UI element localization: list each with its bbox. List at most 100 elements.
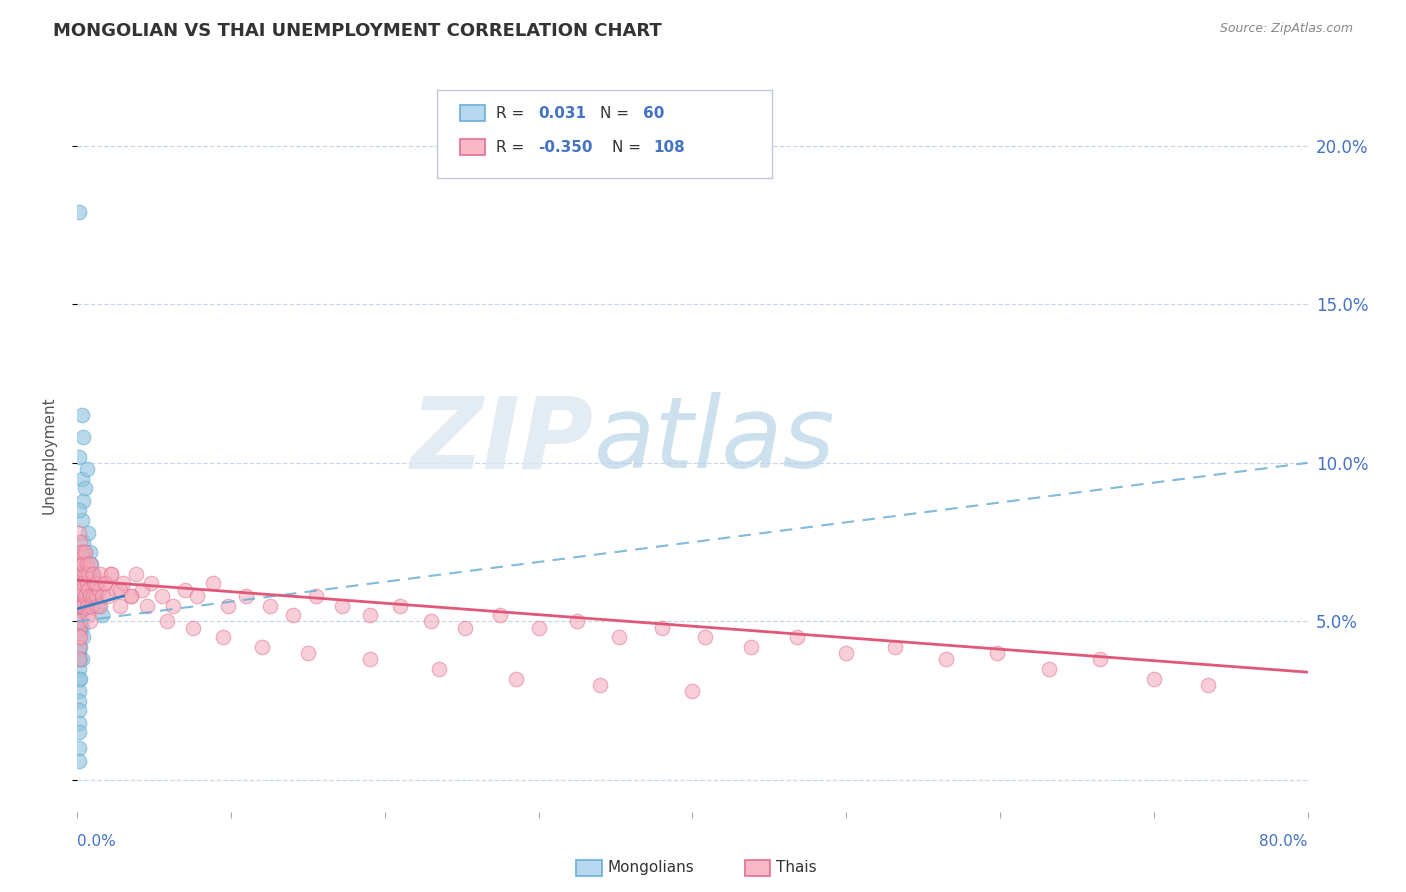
Point [69, 599, 91, 613]
Point [73, 544, 96, 558]
Point [67, 608, 90, 623]
Point [589, 678, 612, 692]
Point [69, 551, 91, 566]
Point [67, 630, 90, 644]
Point [67, 558, 90, 572]
Point [94, 576, 117, 591]
Point [162, 599, 184, 613]
Point [76, 558, 98, 572]
Point [73, 599, 96, 613]
Point [67, 725, 90, 739]
Point [693, 630, 716, 644]
Point [89, 566, 111, 581]
Point [70, 566, 93, 581]
Point [69, 608, 91, 623]
Point [141, 576, 163, 591]
Point [489, 608, 512, 623]
Point [83, 576, 105, 591]
Point [1088, 652, 1111, 666]
Point [259, 599, 281, 613]
Point [69, 566, 91, 581]
Point [72, 535, 94, 549]
Point [76, 576, 98, 591]
Point [79, 544, 101, 558]
Point [67, 652, 90, 666]
Point [82, 589, 104, 603]
Point [69, 652, 91, 666]
Point [72, 558, 94, 572]
Point [174, 582, 197, 597]
Point [935, 652, 957, 666]
Point [986, 646, 1008, 660]
Point [527, 621, 550, 635]
Point [67, 589, 90, 603]
Point [67, 589, 90, 603]
Text: 0.031: 0.031 [538, 106, 586, 120]
Point [80, 558, 103, 572]
Point [740, 640, 762, 654]
Point [67, 608, 90, 623]
Point [120, 589, 142, 603]
Point [505, 672, 527, 686]
Point [131, 582, 153, 597]
Point [87, 599, 110, 613]
Point [110, 599, 132, 613]
Point [77, 582, 100, 597]
Point [73, 589, 96, 603]
Point [100, 566, 122, 581]
Point [1038, 662, 1060, 676]
Point [786, 630, 808, 644]
Point [69, 640, 91, 654]
Point [89, 599, 111, 613]
Text: R =: R = [496, 106, 530, 120]
Text: ZIP: ZIP [411, 392, 595, 489]
Point [235, 589, 257, 603]
Y-axis label: Unemployment: Unemployment [42, 396, 56, 514]
Point [212, 630, 235, 644]
Point [72, 558, 94, 572]
Point [186, 589, 208, 603]
Point [67, 621, 90, 635]
Point [84, 589, 107, 603]
Point [682, 684, 704, 698]
Point [72, 576, 94, 591]
Point [67, 640, 90, 654]
Point [72, 599, 94, 613]
Point [67, 652, 90, 666]
Point [150, 589, 173, 603]
Point [67, 615, 90, 629]
Point [69, 582, 91, 597]
Point [69, 558, 91, 572]
Point [67, 450, 90, 464]
Point [82, 566, 104, 581]
Point [359, 608, 381, 623]
Text: Thais: Thais [776, 860, 817, 874]
Point [181, 621, 204, 635]
Point [67, 684, 90, 698]
Point [70, 582, 93, 597]
Point [84, 589, 107, 603]
Point [607, 630, 630, 644]
Point [76, 599, 98, 613]
Point [87, 582, 110, 597]
Point [305, 589, 328, 603]
Point [884, 640, 907, 654]
Point [69, 544, 91, 558]
Point [67, 694, 90, 708]
Text: N =: N = [600, 106, 634, 120]
Text: MONGOLIAN VS THAI UNEMPLOYMENT CORRELATION CHART: MONGOLIAN VS THAI UNEMPLOYMENT CORRELATI… [53, 22, 662, 40]
Point [69, 589, 91, 603]
Point [835, 646, 858, 660]
Text: 80.0%: 80.0% [1260, 834, 1308, 848]
Point [120, 589, 142, 603]
Point [67, 503, 90, 517]
Point [70, 551, 93, 566]
Point [359, 652, 381, 666]
Point [77, 608, 100, 623]
Point [90, 608, 114, 623]
Point [69, 615, 91, 629]
Point [67, 599, 90, 613]
Point [70, 409, 93, 423]
Point [73, 481, 96, 495]
Point [281, 608, 304, 623]
